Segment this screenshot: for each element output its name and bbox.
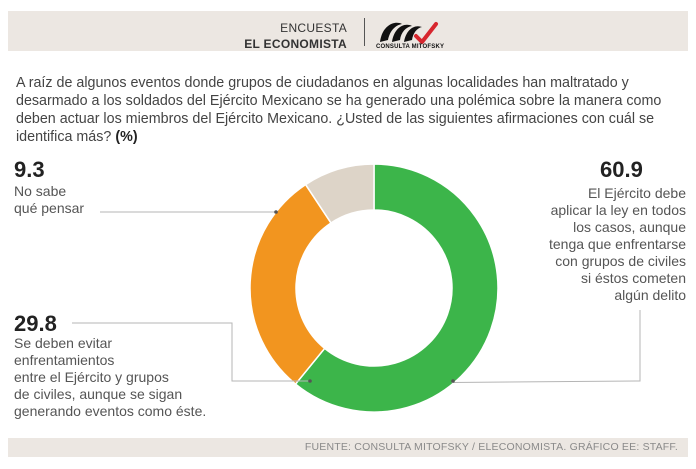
slice-value-beige: 9.3 xyxy=(14,157,45,182)
header-title: ENCUESTA EL ECONOMISTA xyxy=(200,20,347,52)
donut-slice-green xyxy=(294,163,499,413)
slice-label-line: generando eventos como éste. xyxy=(14,403,207,419)
slice-label-green: El Ejército debe aplicar la ley en todos l… xyxy=(549,185,686,304)
header-divider xyxy=(364,18,365,46)
question-unit: (%) xyxy=(115,129,138,145)
slice-label-beige: No sabe qué pensar xyxy=(14,183,84,217)
slice-value-green: 60.9 xyxy=(600,157,643,182)
slice-label-line: qué pensar xyxy=(14,200,85,216)
header-line-2: EL ECONOMISTA xyxy=(244,37,347,51)
leader-dot-beige xyxy=(274,210,278,214)
slice-label-line: No sabe xyxy=(14,183,67,199)
slice-label-line: Se deben evitar xyxy=(14,335,113,351)
slice-label-line: con grupos de civiles xyxy=(555,253,686,269)
header-line-1: ENCUESTA xyxy=(280,21,347,35)
slice-label-orange: Se deben evitar enfrentamientos entre el E… xyxy=(14,335,206,420)
slice-label-line: algún delito xyxy=(614,287,686,303)
slice-label-line: de civiles, aunque se sigan xyxy=(14,386,183,402)
leader-dot-orange xyxy=(308,379,312,383)
logo-caption: CONSULTA MITOFSKY xyxy=(376,44,445,50)
mitofsky-logo xyxy=(380,22,438,44)
footer-source: FUENTE: CONSULTA MITOFSKY / ELECONOMISTA… xyxy=(304,441,678,453)
slice-label-line: tenga que enfrentarse xyxy=(549,236,686,252)
slice-value-orange: 29.8 xyxy=(14,311,57,336)
question-text: A raíz de algunos eventos donde grupos d… xyxy=(16,74,681,146)
footer-band xyxy=(8,438,688,457)
donut-slice-beige xyxy=(304,163,375,224)
slice-label-line: enfrentamientos xyxy=(14,352,115,368)
donut-slice-orange xyxy=(249,183,333,386)
leader-line-green xyxy=(451,310,641,383)
slice-label-line: aplicar la ley en todos xyxy=(550,202,686,218)
slice-label-line: si éstos cometen xyxy=(580,270,686,286)
question-body: A raíz de algunos eventos donde grupos d… xyxy=(16,75,662,145)
header-band xyxy=(8,11,688,51)
leader-dot-green xyxy=(451,379,455,383)
slice-label-line: entre el Ejército y grupos xyxy=(14,369,169,385)
leader-line-orange xyxy=(72,322,310,382)
slice-label-line: El Ejército debe xyxy=(587,185,686,201)
slice-label-line: los casos, aunque xyxy=(573,219,686,235)
